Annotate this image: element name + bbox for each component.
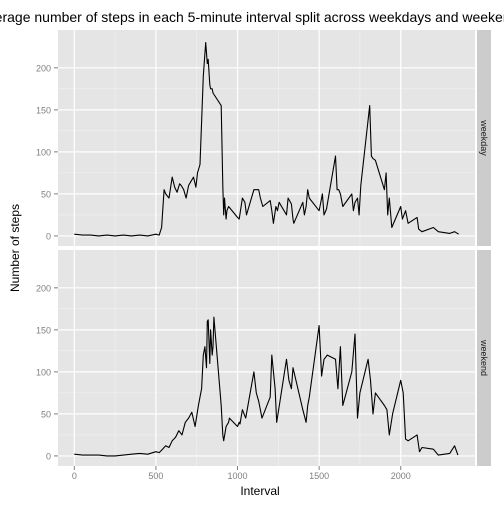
x-tick-label: 1000	[228, 471, 248, 481]
panel-weekday: 0 50 100 150 200 weekday	[36, 30, 491, 246]
series-line-weekday	[74, 42, 459, 237]
y-tick-label: 50	[41, 189, 51, 199]
x-axis-title: Interval	[240, 484, 279, 498]
y-tick-label: 100	[36, 367, 51, 377]
y-tick-label: 150	[36, 325, 51, 335]
y-axis-title: Number of steps	[8, 204, 22, 292]
y-tick-label: 0	[46, 231, 51, 241]
facet-strip	[477, 250, 491, 466]
facet-label: weekday	[479, 119, 489, 156]
x-tick-label: 2000	[391, 471, 411, 481]
y-tick-label: 0	[46, 451, 51, 461]
y-tick-label: 100	[36, 147, 51, 157]
facet-strip	[477, 30, 491, 246]
chart-title: Average number of steps in each 5-minute…	[0, 9, 504, 25]
y-tick-label: 150	[36, 105, 51, 115]
y-tick-label: 200	[36, 283, 51, 293]
panel-background	[58, 250, 475, 466]
plot-layer: 0 50 100 150 200 weekday 0 50 100 150 200 weekend 0 5…	[36, 30, 491, 481]
facet-label: weekend	[479, 339, 489, 376]
series-line-weekend	[74, 316, 459, 457]
y-tick-label: 50	[41, 409, 51, 419]
panel-background	[58, 30, 475, 246]
y-tick-label: 200	[36, 63, 51, 73]
panel-weekend: 0 50 100 150 200 weekend	[36, 250, 491, 466]
x-tick-label: 500	[148, 471, 163, 481]
x-tick-label: 1500	[309, 471, 329, 481]
x-tick-label: 0	[72, 471, 77, 481]
